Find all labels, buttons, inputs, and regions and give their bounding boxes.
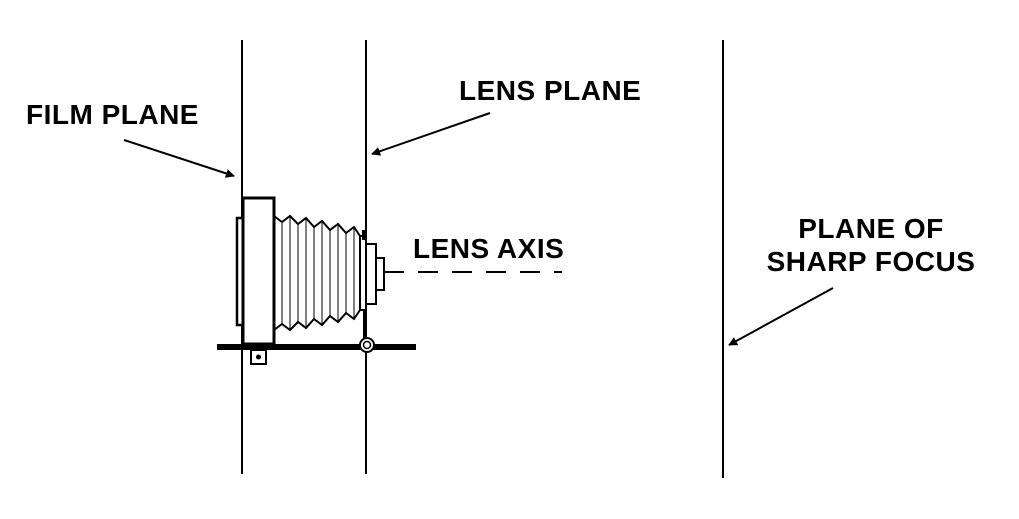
film-plane-arrow xyxy=(123,139,235,178)
lens-barrel xyxy=(365,243,377,305)
plane-of-sharp-focus-label-line1: PLANE OF xyxy=(798,213,944,244)
lens-front xyxy=(375,257,385,291)
lens-standard-knob-center xyxy=(362,340,372,350)
lens-plane-arrow xyxy=(371,112,491,156)
film-plane-label: FILM PLANE xyxy=(26,99,199,130)
lens-axis-label: LENS AXIS xyxy=(413,233,564,264)
camera-back xyxy=(241,196,276,346)
sharp-focus-arrow xyxy=(728,287,834,346)
lens-plane-label: LENS PLANE xyxy=(459,75,641,106)
tripod-screw xyxy=(256,354,261,360)
lens-standard-top xyxy=(362,230,367,240)
plane-of-sharp-focus-label-line2: SHARP FOCUS xyxy=(767,246,976,277)
bellows xyxy=(273,214,361,332)
camera-base-rail xyxy=(217,344,416,350)
